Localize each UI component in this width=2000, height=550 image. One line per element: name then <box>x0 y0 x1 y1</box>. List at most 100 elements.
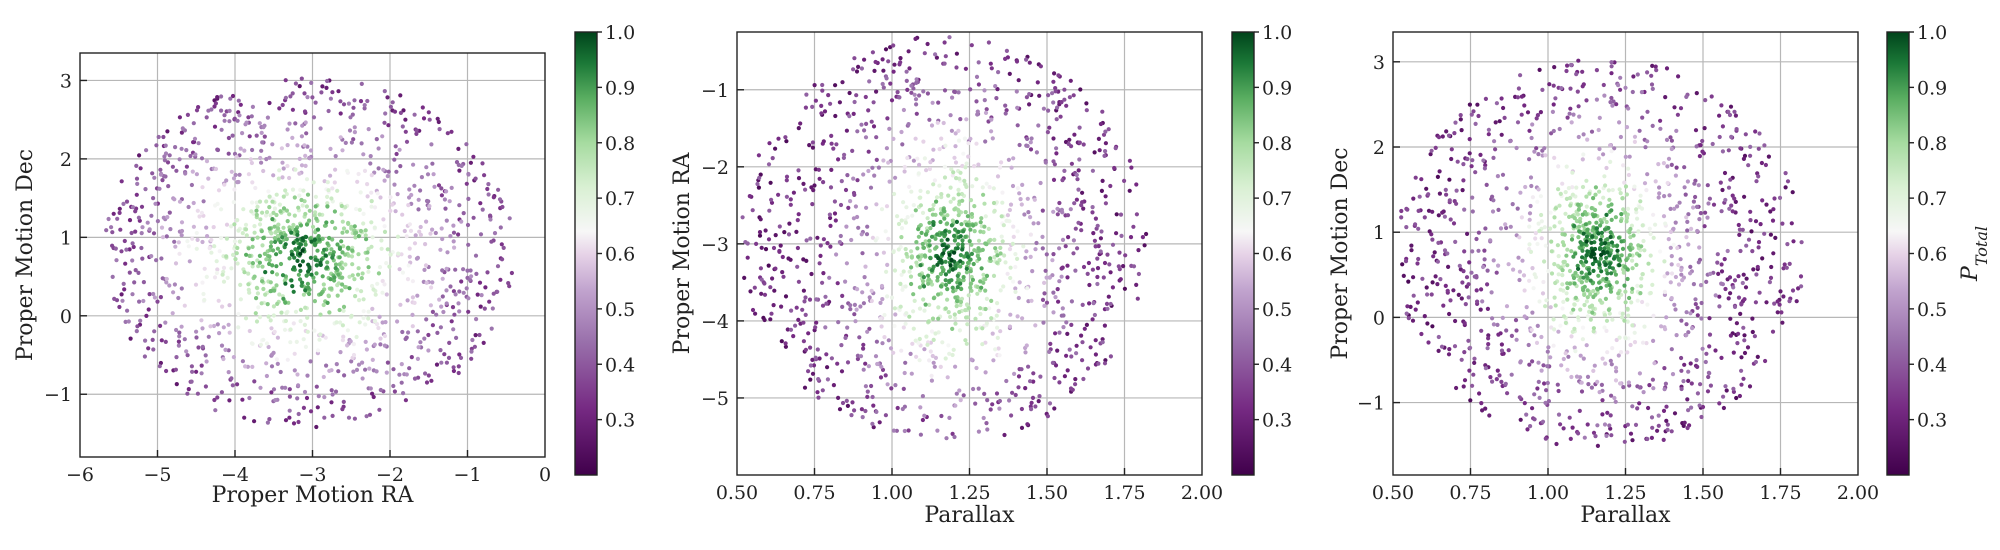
panel-2-point <box>793 323 798 328</box>
panel-1-point <box>410 295 415 300</box>
panel-2-point <box>1090 168 1095 173</box>
panel-3-point <box>1700 404 1706 410</box>
panel-2-point <box>770 156 775 161</box>
panel-1-point <box>290 187 296 192</box>
panel-2-point <box>943 278 948 283</box>
panel-1-point <box>412 112 417 117</box>
panel-3-point <box>1530 122 1535 127</box>
panel-1-point <box>486 182 491 187</box>
panel-2-point <box>946 269 952 274</box>
panel-2-point <box>952 434 957 440</box>
panel-2-point <box>1079 333 1084 338</box>
panel-1-point <box>261 235 266 241</box>
panel-1-point <box>358 190 363 195</box>
panel-1-point <box>382 89 387 94</box>
panel-1-point <box>453 292 458 297</box>
panel-1-point <box>351 105 356 110</box>
panel-3-point <box>1590 234 1595 239</box>
panel-3-point <box>1607 311 1612 316</box>
panel-3-point <box>1708 271 1713 276</box>
panel-3-point <box>1580 69 1585 74</box>
panel-1-point <box>439 226 444 231</box>
panel-3-point <box>1742 297 1747 302</box>
panel-2-point <box>995 260 1000 265</box>
panel-1-point <box>196 345 201 350</box>
panel-3-point <box>1799 284 1804 289</box>
panel-2-point <box>845 360 851 365</box>
panel-3-point <box>1621 207 1626 212</box>
panel-3-point <box>1650 268 1655 273</box>
panel-3-point <box>1780 221 1785 226</box>
panel-3-point <box>1732 278 1738 283</box>
panel-2-point <box>1078 87 1083 92</box>
panel-1-point <box>249 341 254 346</box>
panel-1-point <box>269 390 274 395</box>
panel-2-colorbar-ticks: 0.30.40.50.60.70.80.91.0 <box>1254 22 1292 432</box>
panel-3-point <box>1580 337 1585 342</box>
panel-1-point <box>187 259 192 264</box>
panel-3-point <box>1708 383 1713 388</box>
panel-1-point <box>461 211 466 216</box>
panel-1-point <box>252 379 257 384</box>
panel-1-point <box>302 91 307 96</box>
panel-3-point <box>1694 91 1699 96</box>
panel-3-point <box>1400 262 1405 267</box>
panel-3-point <box>1583 222 1588 227</box>
panel-2-point <box>1067 137 1072 142</box>
panel-2-point <box>939 413 944 419</box>
panel-3-point <box>1578 240 1583 245</box>
panel-3-point <box>1517 235 1522 240</box>
panel-1-point <box>372 205 378 210</box>
panel-3-point <box>1639 90 1644 95</box>
panel-3-point <box>1762 231 1767 236</box>
panel-2-point <box>880 297 885 302</box>
panel-3-point <box>1781 294 1786 299</box>
panel-2-point <box>927 238 932 243</box>
panel-2-point <box>914 240 919 245</box>
panel-1-point <box>186 387 191 392</box>
panel-1-point <box>318 126 323 131</box>
panel-2-point <box>936 316 941 321</box>
panel-3-point <box>1459 128 1464 133</box>
panel-2-point <box>812 183 817 188</box>
panel-1-colorbar: 0.30.40.50.60.70.80.91.0 <box>574 22 635 476</box>
panel-3-point <box>1671 242 1676 247</box>
panel-3-point <box>1616 295 1621 300</box>
panel-3-point <box>1686 242 1691 247</box>
panel-3-point <box>1499 96 1504 101</box>
panel-1-point <box>363 233 368 238</box>
panel-3-point <box>1564 164 1569 169</box>
panel-2-point <box>950 285 955 290</box>
panel-3-point <box>1693 302 1698 307</box>
panel-2-point <box>882 312 887 318</box>
panel-1-point <box>316 234 321 239</box>
panel-2-point <box>1015 123 1020 128</box>
panel-3-point <box>1401 273 1406 278</box>
panel-1-x-tick-label-2: −4 <box>221 464 249 486</box>
panel-1-point <box>121 201 126 206</box>
panel-2-point <box>814 320 819 325</box>
panel-2-point <box>784 194 790 199</box>
panel-3-point <box>1639 244 1644 249</box>
panel-2-point <box>909 255 915 260</box>
panel-1-point <box>215 267 220 272</box>
panel-1-point <box>185 391 190 396</box>
panel-2-point <box>941 120 946 126</box>
panel-3-point <box>1489 290 1494 295</box>
panel-2-point <box>1002 432 1007 438</box>
panel-3-point <box>1764 202 1769 207</box>
panel-3-point <box>1762 143 1767 148</box>
panel-3-point <box>1618 134 1623 140</box>
panel-2-point <box>755 181 760 187</box>
panel-3-point <box>1539 219 1544 224</box>
panel-3-point <box>1768 275 1774 280</box>
panel-3-point <box>1424 186 1429 191</box>
panel-3-point <box>1635 298 1640 303</box>
panel-1-point <box>270 142 275 147</box>
panel-1-point <box>338 350 343 355</box>
panel-2-point <box>1093 352 1098 357</box>
panel-3-point <box>1717 304 1722 309</box>
panel-2-point <box>1051 290 1056 295</box>
panel-1-point <box>369 173 374 178</box>
panel-1-point <box>349 140 354 145</box>
